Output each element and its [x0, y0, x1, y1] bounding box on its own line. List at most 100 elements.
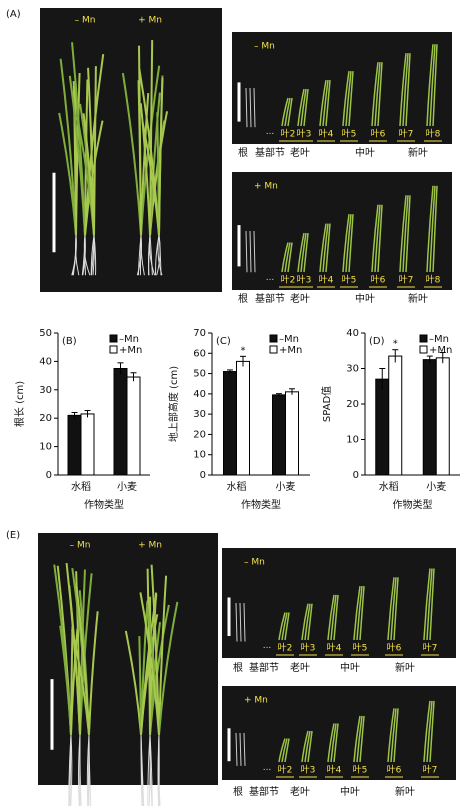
leaf-label: 叶4	[327, 765, 342, 776]
leaf	[345, 71, 352, 127]
root	[155, 235, 160, 276]
leaf-label: 叶2	[278, 765, 293, 776]
leaf	[371, 204, 379, 273]
legend-swatch	[419, 345, 428, 354]
leaf	[374, 204, 381, 273]
x-tick-label: 小麦	[276, 481, 296, 493]
leaf-label: 叶8	[426, 275, 441, 286]
leaf	[58, 112, 77, 236]
leaf	[281, 612, 288, 641]
root	[245, 230, 248, 273]
y-tick-label: 20	[193, 429, 206, 440]
group-label: 基部节	[249, 661, 279, 674]
y-axis-title: 地上部高度 (cm)	[167, 366, 180, 442]
bar	[126, 376, 141, 476]
ellipsis: ···	[266, 130, 275, 140]
root	[253, 87, 256, 128]
legend-label: –Mn	[429, 334, 449, 345]
leaf	[371, 62, 379, 127]
leaf	[327, 594, 335, 641]
bar	[388, 355, 403, 476]
leaf	[402, 195, 409, 273]
root	[68, 734, 72, 806]
group-label: 老叶	[290, 292, 310, 305]
leaf	[307, 603, 313, 641]
legend-swatch	[109, 345, 118, 354]
leaf	[158, 601, 179, 735]
root	[70, 734, 73, 806]
root	[88, 734, 90, 806]
leaf	[307, 730, 313, 763]
leaf-label: 叶3	[301, 643, 316, 654]
legend-label: +Mn	[429, 345, 452, 356]
leaf-label: 叶7	[399, 129, 414, 140]
y-tick-label: 0	[46, 470, 52, 481]
leaf-label: 叶4	[319, 275, 334, 286]
leaf	[359, 586, 365, 641]
photo	[232, 172, 452, 290]
leaf	[353, 715, 361, 763]
leaf	[149, 40, 154, 236]
root	[78, 734, 81, 806]
leaf	[284, 242, 291, 273]
root	[253, 230, 256, 273]
leaf	[284, 738, 290, 763]
y-tick-label: 40	[39, 356, 52, 367]
root	[148, 734, 151, 806]
root	[249, 87, 252, 128]
leaf	[399, 53, 407, 127]
photo	[222, 686, 456, 780]
leaf-label: 叶3	[301, 765, 316, 776]
leaf	[330, 723, 337, 763]
leaf	[158, 77, 164, 236]
leaf	[303, 88, 309, 127]
leaf	[423, 700, 431, 763]
leaf	[432, 185, 438, 273]
leaf-label: 叶2	[281, 129, 296, 140]
photo-label: + Mn	[138, 541, 162, 551]
group-label: 中叶	[340, 785, 360, 798]
legend-swatch	[419, 334, 428, 343]
leaf	[387, 577, 395, 641]
x-axis-title: 作物类型	[84, 498, 124, 511]
ellipsis: ···	[263, 644, 272, 654]
leaf	[333, 594, 339, 641]
leaf	[75, 72, 81, 236]
bar	[422, 359, 437, 476]
leaf	[390, 577, 397, 641]
leaf-label: 叶8	[426, 129, 441, 140]
leaf	[303, 232, 309, 273]
legend-label: +Mn	[119, 345, 142, 356]
photo-label: – Mn	[254, 42, 275, 52]
legend-label: +Mn	[279, 345, 302, 356]
leaf	[301, 603, 309, 641]
group-label: 新叶	[395, 661, 415, 674]
leaf	[374, 62, 381, 127]
leaf	[297, 232, 305, 273]
leaf	[304, 730, 311, 763]
group-label: 根	[238, 292, 248, 305]
root	[239, 732, 242, 766]
leaf	[281, 738, 288, 763]
root	[79, 734, 82, 806]
leaf	[399, 195, 407, 273]
leaf	[423, 568, 431, 641]
leaf-label: 叶7	[423, 765, 438, 776]
root	[158, 734, 160, 806]
group-label: 根	[233, 785, 243, 798]
leaf	[53, 564, 72, 735]
ellipsis: ···	[266, 276, 275, 286]
y-tick-label: 50	[193, 369, 206, 380]
legend-label: –Mn	[279, 334, 299, 345]
legend-swatch	[269, 345, 278, 354]
group-label: 中叶	[340, 661, 360, 674]
y-tick-label: 0	[353, 470, 359, 481]
group-label: 老叶	[290, 661, 310, 674]
y-tick-label: 20	[39, 413, 52, 424]
root	[235, 732, 238, 766]
leaf-label: 叶7	[423, 643, 438, 654]
leaf	[387, 708, 395, 763]
significance: *	[241, 345, 246, 356]
leaf-label: 叶4	[319, 129, 334, 140]
